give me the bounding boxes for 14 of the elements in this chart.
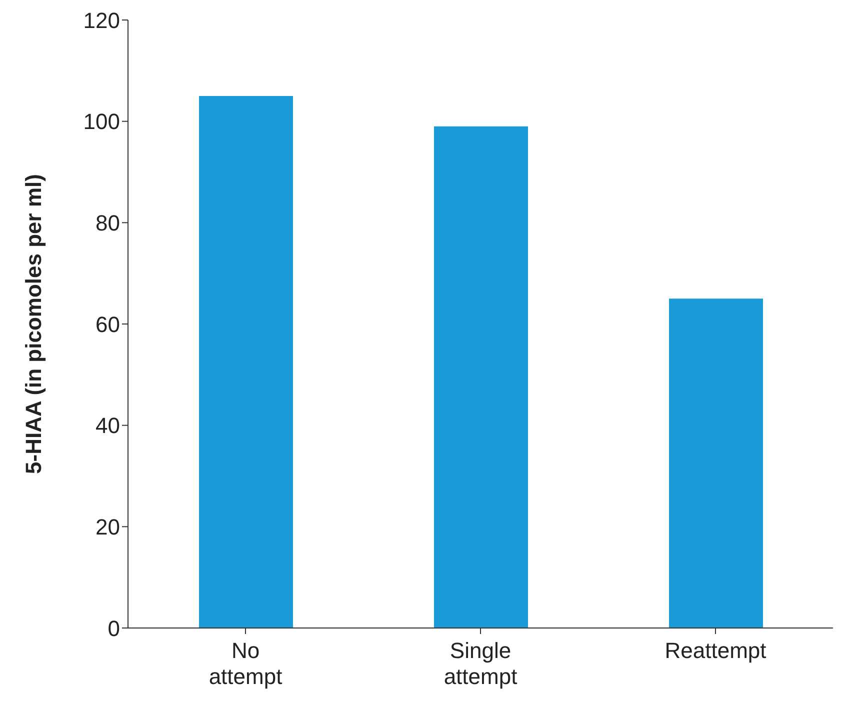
y-tick-label: 80 — [96, 210, 120, 236]
y-tick-label: 40 — [96, 413, 120, 438]
bar — [669, 298, 763, 628]
y-tick-label: 0 — [108, 616, 120, 641]
y-tick-label: 120 — [83, 8, 120, 33]
y-tick-label: 60 — [96, 312, 120, 337]
x-tick-label: Reattempt — [664, 638, 766, 663]
y-tick-label: 100 — [83, 109, 120, 134]
x-tick-label: No attempt — [208, 638, 282, 689]
bar — [199, 96, 293, 628]
y-tick-label: 20 — [96, 514, 120, 540]
bar — [434, 126, 528, 628]
y-axis-title: 5-HIAA (in picomoles per ml) — [20, 174, 46, 474]
x-tick-label: Single attempt — [444, 638, 518, 689]
